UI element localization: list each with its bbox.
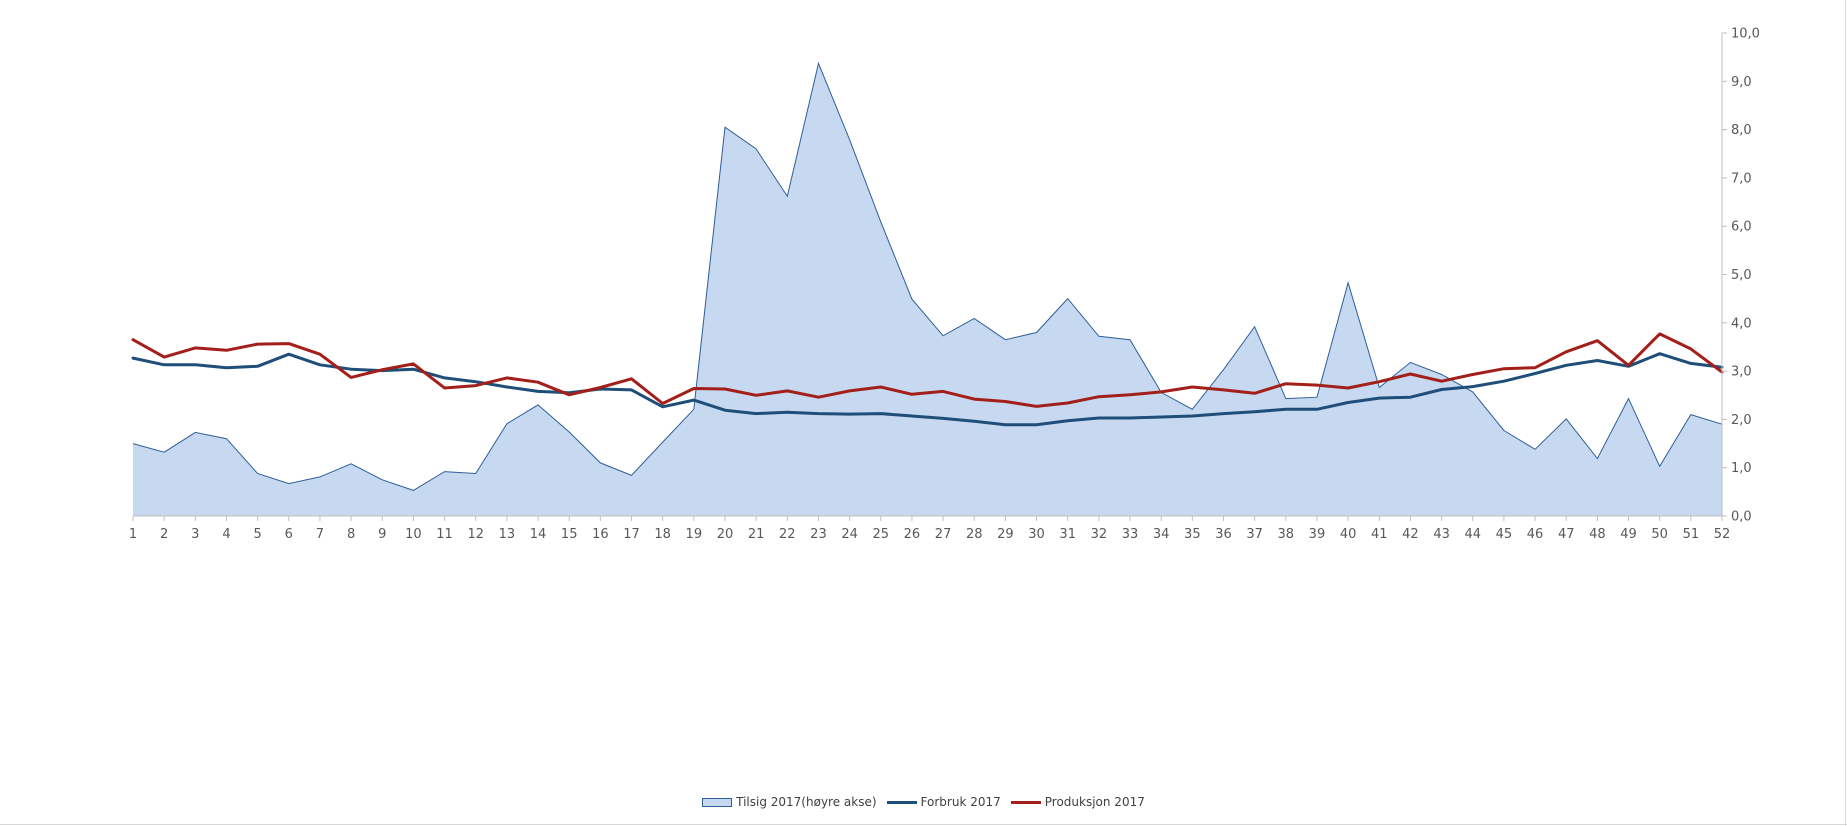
x-tick-label: 51 — [1683, 527, 1700, 542]
x-tick-label: 43 — [1433, 527, 1450, 542]
x-tick-label: 23 — [810, 527, 827, 542]
frame-right-border — [1845, 0, 1846, 826]
x-tick-label: 18 — [654, 527, 671, 542]
x-tick-label: 10 — [405, 527, 422, 542]
x-tick-label: 26 — [904, 527, 921, 542]
x-tick-label: 19 — [686, 527, 703, 542]
x-tick-label: 6 — [285, 527, 293, 542]
x-tick-label: 17 — [623, 527, 640, 542]
y-tick-label: 5,0 — [1731, 268, 1752, 283]
y-tick-label: 7,0 — [1731, 171, 1752, 186]
x-tick-label: 37 — [1246, 527, 1263, 542]
y-tick-label: 8,0 — [1731, 123, 1752, 138]
x-tick-label: 33 — [1122, 527, 1139, 542]
series-line-forbruk — [131, 352, 1724, 427]
legend-label-forbruk: Forbruk 2017 — [920, 795, 1001, 809]
legend-swatch-produksjon — [1010, 800, 1041, 804]
x-tick-label: 2 — [160, 527, 168, 542]
x-tick-label: 15 — [561, 527, 578, 542]
x-tick-label: 31 — [1059, 527, 1076, 542]
legend-label-produksjon: Produksjon 2017 — [1044, 795, 1145, 809]
axes-layer: 1 2 3 4 5 6 7 8 9 10 11 12 13 14 15 16 17 18 19 20 21 22 23 24 2… — [129, 27, 1760, 543]
x-tick-label: 29 — [997, 527, 1014, 542]
x-tick-label: 35 — [1184, 527, 1201, 542]
x-tick-label: 32 — [1091, 527, 1108, 542]
x-tick-label: 13 — [499, 527, 516, 542]
y-tick-label: 4,0 — [1731, 316, 1752, 331]
x-tick-label: 47 — [1558, 527, 1575, 542]
x-tick-label: 9 — [378, 527, 386, 542]
x-tick-label: 41 — [1371, 527, 1388, 542]
x-tick-label: 49 — [1620, 527, 1637, 542]
x-tick-label: 24 — [841, 527, 858, 542]
x-tick-label: 11 — [436, 527, 453, 542]
y-tick-label: 10,0 — [1731, 27, 1760, 42]
series-line-produksjon — [131, 332, 1724, 408]
x-tick-label: 46 — [1527, 527, 1544, 542]
legend-item-forbruk: Forbruk 2017 — [886, 795, 1001, 809]
y-tick-label: 2,0 — [1731, 413, 1752, 428]
x-tick-label: 48 — [1589, 527, 1606, 542]
x-tick-label: 36 — [1215, 527, 1232, 542]
x-tick-label: 22 — [779, 527, 796, 542]
x-tick-label: 20 — [717, 527, 734, 542]
x-tick-label: 50 — [1651, 527, 1668, 542]
x-tick-label: 14 — [530, 527, 547, 542]
line-series-layer — [131, 332, 1724, 427]
x-tick-label: 16 — [592, 527, 609, 542]
y-tick-label: 3,0 — [1731, 365, 1752, 380]
x-tick-label: 45 — [1496, 527, 1513, 542]
x-tick-label: 39 — [1309, 527, 1326, 542]
y-tick-label: 1,0 — [1731, 461, 1752, 476]
y-tick-label: 9,0 — [1731, 75, 1752, 90]
x-tick-label: 52 — [1714, 527, 1731, 542]
x-tick-label: 27 — [935, 527, 952, 542]
legend-swatch-forbruk — [886, 800, 917, 804]
x-tick-label: 38 — [1278, 527, 1295, 542]
legend-item-produksjon: Produksjon 2017 — [1010, 795, 1145, 809]
area-fill-tilsig — [133, 63, 1722, 517]
legend-item-tilsig: Tilsig 2017(høyre akse) — [702, 795, 877, 809]
x-tick-label: 3 — [191, 527, 199, 542]
area-outline-tilsig — [132, 61, 1723, 491]
x-tick-label: 12 — [467, 527, 484, 542]
y-tick-label: 6,0 — [1731, 220, 1752, 235]
x-tick-label: 40 — [1340, 527, 1357, 542]
x-tick-label: 21 — [748, 527, 765, 542]
x-tick-label: 28 — [966, 527, 983, 542]
x-tick-label: 4 — [222, 527, 230, 542]
x-tick-label: 44 — [1464, 527, 1481, 542]
x-tick-label: 7 — [316, 527, 324, 542]
x-tick-label: 8 — [347, 527, 355, 542]
x-tick-label: 30 — [1028, 527, 1045, 542]
area-series-layer — [132, 61, 1723, 517]
y-tick-label: 0,0 — [1731, 510, 1752, 525]
legend-label-tilsig: Tilsig 2017(høyre akse) — [736, 795, 877, 809]
x-tick-label: 42 — [1402, 527, 1419, 542]
x-tick-label: 25 — [872, 527, 889, 542]
x-tick-label: 34 — [1153, 527, 1170, 542]
chart-legend: Tilsig 2017(høyre akse) Forbruk 2017 Pro… — [0, 795, 1847, 809]
x-tick-label: 1 — [129, 527, 137, 542]
legend-swatch-tilsig — [702, 797, 733, 807]
frame-bottom-border — [0, 824, 1847, 825]
x-tick-label: 5 — [253, 527, 261, 542]
